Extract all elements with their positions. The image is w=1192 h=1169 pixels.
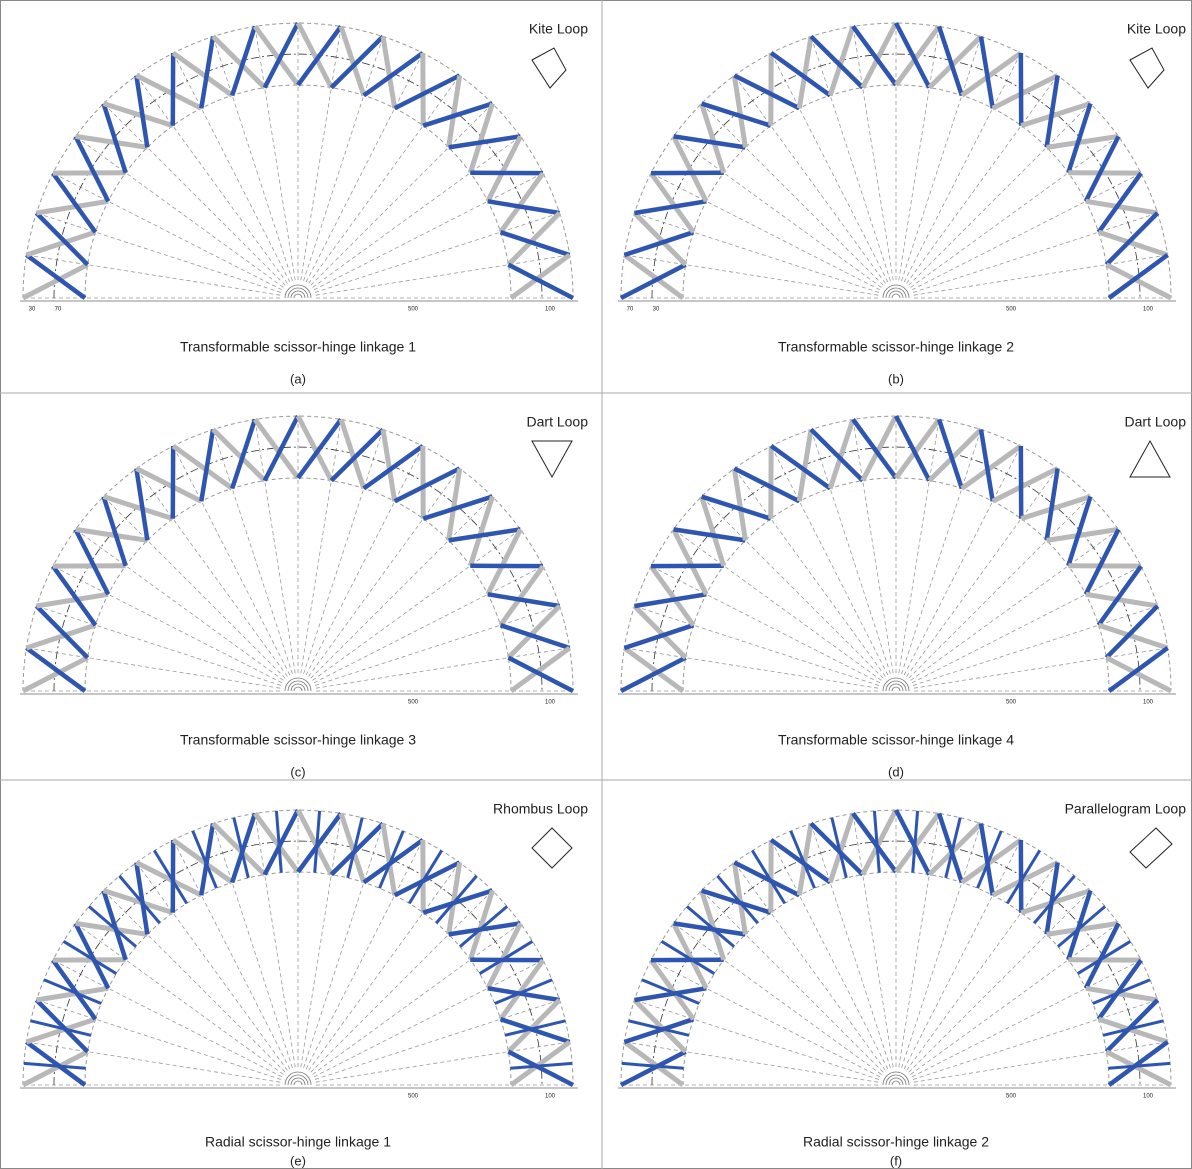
loop-name: Kite Loop — [529, 21, 588, 37]
dimension-label: 100 — [1143, 307, 1154, 313]
loop-name: Dart Loop — [527, 414, 589, 430]
dimension-label: 30 — [653, 307, 660, 313]
panel-label: (d) — [888, 764, 904, 779]
caption: Transformable scissor-hinge linkage 2 — [778, 339, 1014, 355]
loop-name: Parallelogram Loop — [1065, 801, 1187, 817]
dimension-label: 500 — [408, 700, 419, 706]
panel-label: (e) — [290, 1153, 306, 1168]
caption: Radial scissor-hinge linkage 1 — [205, 1134, 391, 1150]
dimension-label: 500 — [1006, 700, 1017, 706]
dimension-label: 500 — [1006, 307, 1017, 313]
panel-label: (a) — [290, 371, 306, 386]
dimension-label: 70 — [627, 307, 634, 313]
loop-name: Dart Loop — [1125, 414, 1187, 430]
dimension-label: 100 — [1143, 1094, 1154, 1100]
caption: Transformable scissor-hinge linkage 4 — [778, 732, 1014, 748]
loop-name: Rhombus Loop — [493, 801, 588, 817]
panel-label: (b) — [888, 371, 904, 386]
dimension-label: 100 — [545, 307, 556, 313]
page: Kite Loop Transformable scissor-hinge lin… — [0, 0, 1192, 1169]
loop-name: Kite Loop — [1127, 21, 1186, 37]
panel-label: (c) — [290, 764, 305, 779]
panel-label: (f) — [890, 1153, 902, 1168]
figure: Kite Loop Transformable scissor-hinge lin… — [0, 0, 1192, 1169]
dimension-label: 500 — [408, 307, 419, 313]
dimension-label: 500 — [1006, 1094, 1017, 1100]
dimension-label: 500 — [408, 1094, 419, 1100]
dimension-label: 100 — [1143, 700, 1154, 706]
caption: Radial scissor-hinge linkage 2 — [803, 1134, 989, 1150]
dimension-label: 100 — [545, 1094, 556, 1100]
dimension-label: 100 — [545, 700, 556, 706]
frame — [1, 1, 1192, 1169]
caption: Transformable scissor-hinge linkage 3 — [180, 732, 416, 748]
caption: Transformable scissor-hinge linkage 1 — [180, 339, 416, 355]
dimension-label: 70 — [55, 307, 62, 313]
dimension-label: 30 — [29, 307, 36, 313]
